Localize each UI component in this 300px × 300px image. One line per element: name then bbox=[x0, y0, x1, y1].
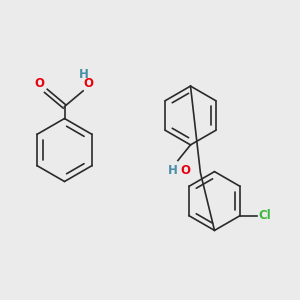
Text: O: O bbox=[180, 164, 190, 176]
Text: H: H bbox=[79, 68, 88, 81]
Text: O: O bbox=[34, 77, 44, 90]
Text: Cl: Cl bbox=[258, 209, 271, 222]
Text: H: H bbox=[167, 164, 177, 176]
Text: O: O bbox=[84, 77, 94, 90]
